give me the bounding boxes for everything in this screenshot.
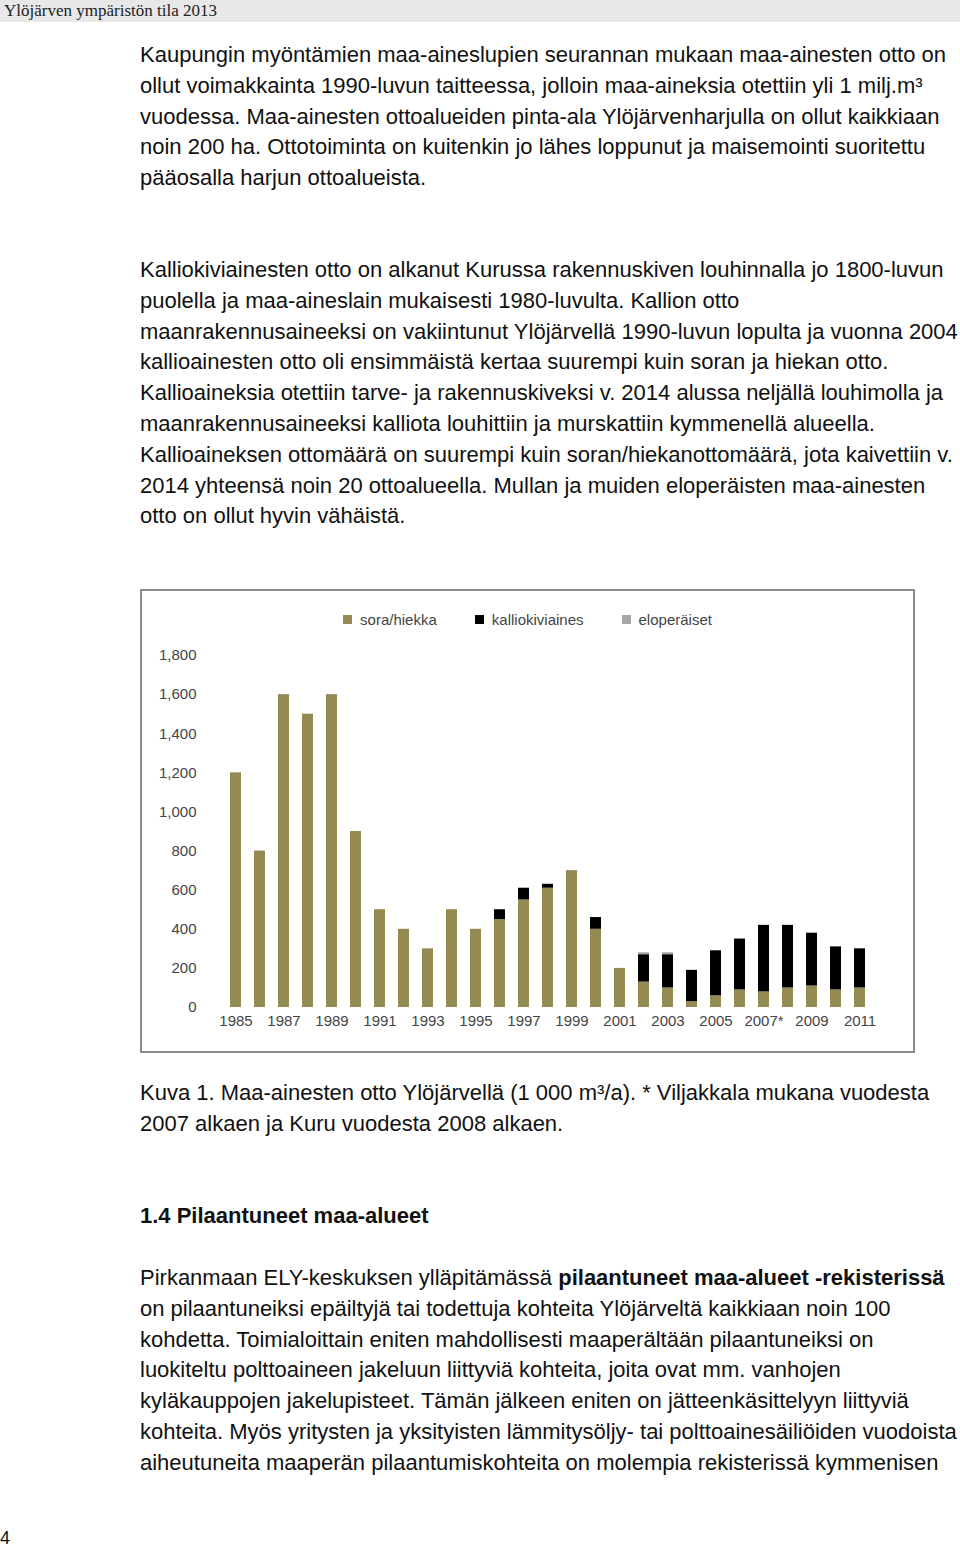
svg-text:1,400: 1,400 [159, 725, 197, 742]
svg-text:1985: 1985 [219, 1012, 252, 1029]
html-text:on pilaantuneiksi epäiltyjä ta: on pilaantuneiksi epäiltyjä tai todettuj… [140, 1295, 957, 1475]
svg-text:1,600: 1,600 [159, 685, 197, 702]
svg-text:200: 200 [171, 959, 196, 976]
svg-text:2001: 2001 [603, 1012, 636, 1029]
svg-text:2011: 2011 [844, 1012, 876, 1029]
svg-text:600: 600 [171, 881, 196, 898]
svg-text:400: 400 [171, 920, 196, 937]
svg-text:1991: 1991 [363, 1012, 396, 1029]
svg-text:1987: 1987 [267, 1012, 300, 1029]
svg-text:1989: 1989 [315, 1012, 348, 1029]
svg-text:800: 800 [171, 842, 196, 859]
html-text:4: 4 [0, 1528, 10, 1548]
svg-text:2005: 2005 [699, 1012, 732, 1029]
html-text:1.4 Pilaantuneet maa-alueet: 1.4 Pilaantuneet maa-alueet [140, 1203, 429, 1228]
svg-text:1999: 1999 [555, 1012, 588, 1029]
html-text:eloperäiset: eloperäiset [638, 611, 712, 628]
html-text:Kalliokiviainesten otto on alk: Kalliokiviainesten otto on alkanut Kurus… [140, 257, 958, 529]
svg-text:2007*: 2007* [744, 1012, 783, 1029]
svg-text:1,800: 1,800 [159, 646, 197, 663]
svg-text:1995: 1995 [459, 1012, 492, 1029]
svg-text:2009: 2009 [795, 1012, 828, 1029]
html-text:kalliokiviaines: kalliokiviaines [491, 611, 584, 628]
html-text:sora/hiekka: sora/hiekka [360, 611, 437, 628]
html-text:Kuva 1. Maa-ainesten otto Ylöj: Kuva 1. Maa-ainesten otto Ylöjärvellä (1… [140, 1080, 930, 1136]
svg-text:1997: 1997 [507, 1012, 540, 1029]
html-text:Kaupungin myöntämien maa-aines: Kaupungin myöntämien maa-aineslupien seu… [140, 42, 946, 191]
html-text:Ylöjärven ympäristön tila 2013: Ylöjärven ympäristön tila 2013 [4, 1, 217, 20]
svg-text:1,200: 1,200 [159, 764, 197, 781]
svg-text:2003: 2003 [651, 1012, 684, 1029]
svg-text:0: 0 [188, 998, 196, 1015]
html-text:Pirkanmaan ELY-keskuksen ylläp: Pirkanmaan ELY-keskuksen ylläpitämässä p… [140, 1265, 945, 1290]
svg-text:1993: 1993 [411, 1012, 444, 1029]
svg-text:1,000: 1,000 [159, 803, 197, 820]
